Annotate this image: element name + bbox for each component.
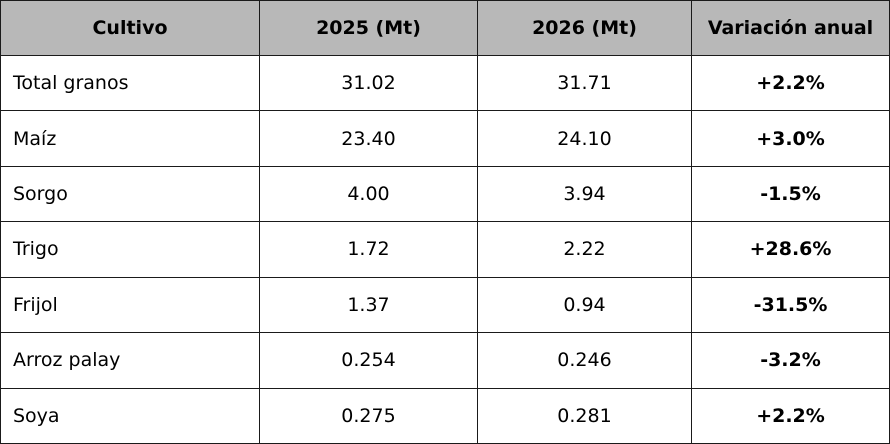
cell-annual-change: +3.0%	[691, 110, 890, 167]
header-crop: Cultivo	[0, 0, 260, 56]
cell-crop: Sorgo	[0, 165, 260, 223]
cell-2026: 3.94	[477, 165, 692, 223]
header-2025: 2025 (Mt)	[259, 0, 478, 56]
header-annual-change: Variación anual	[691, 0, 890, 56]
cell-annual-change: -31.5%	[691, 276, 890, 334]
cell-2026: 0.281	[477, 387, 692, 444]
cell-2025: 0.254	[259, 332, 478, 389]
cell-annual-change: -3.2%	[691, 332, 890, 389]
cell-crop: Total granos	[0, 54, 260, 112]
cell-crop: Trigo	[0, 221, 260, 278]
cell-annual-change: +28.6%	[691, 221, 890, 278]
cell-2026: 31.71	[477, 54, 692, 112]
cell-annual-change: -1.5%	[691, 165, 890, 223]
cell-crop: Arroz palay	[0, 332, 260, 389]
header-2026: 2026 (Mt)	[477, 0, 692, 56]
cell-2025: 1.72	[259, 221, 478, 278]
table-row: Sorgo 4.00 3.94 -1.5%	[0, 165, 890, 223]
table-row: Frijol 1.37 0.94 -31.5%	[0, 276, 890, 334]
cell-2026: 2.22	[477, 221, 692, 278]
table-row: Trigo 1.72 2.22 +28.6%	[0, 221, 890, 278]
cell-2025: 23.40	[259, 110, 478, 167]
cell-crop: Soya	[0, 387, 260, 444]
cell-annual-change: +2.2%	[691, 387, 890, 444]
table-row: Soya 0.275 0.281 +2.2%	[0, 387, 890, 444]
table-row: Maíz 23.40 24.10 +3.0%	[0, 110, 890, 167]
table-body: Total granos 31.02 31.71 +2.2% Maíz 23.4…	[0, 54, 890, 444]
table-row: Total granos 31.02 31.71 +2.2%	[0, 54, 890, 112]
cell-2026: 0.246	[477, 332, 692, 389]
table-header: Cultivo 2025 (Mt) 2026 (Mt) Variación an…	[0, 0, 890, 56]
cell-2025: 4.00	[259, 165, 478, 223]
cell-2026: 24.10	[477, 110, 692, 167]
cell-annual-change: +2.2%	[691, 54, 890, 112]
header-row: Cultivo 2025 (Mt) 2026 (Mt) Variación an…	[0, 0, 890, 56]
cell-2025: 1.37	[259, 276, 478, 334]
cell-2025: 31.02	[259, 54, 478, 112]
table-row: Arroz palay 0.254 0.246 -3.2%	[0, 332, 890, 389]
cell-2025: 0.275	[259, 387, 478, 444]
cell-crop: Frijol	[0, 276, 260, 334]
cell-2026: 0.94	[477, 276, 692, 334]
cell-crop: Maíz	[0, 110, 260, 167]
